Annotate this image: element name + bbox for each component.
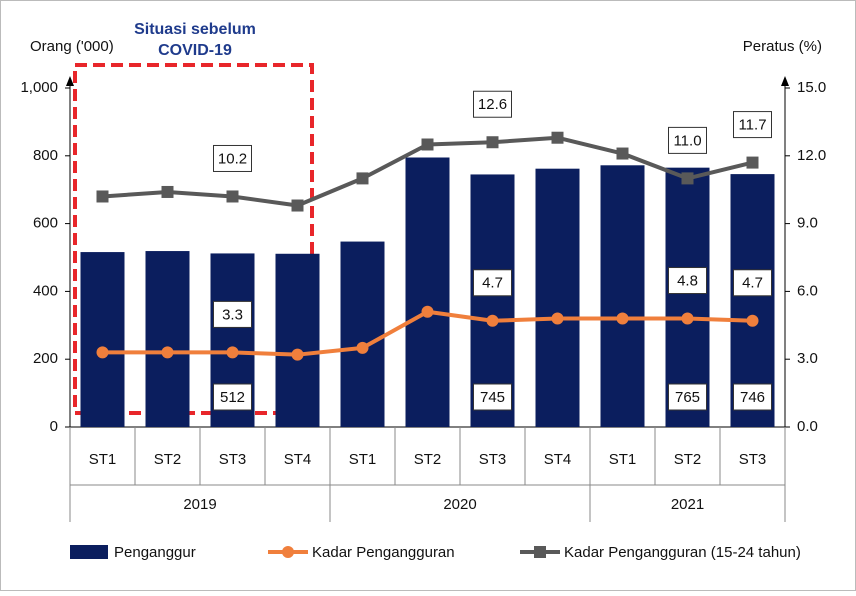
value-label-box [473,383,512,411]
marker [226,190,239,203]
legend-swatch [70,545,108,559]
value-label: 512 [220,389,245,406]
bar [275,253,320,427]
y-tick-label: 1,000 [20,79,58,96]
y-axis-label: Orang ('000) [30,38,114,55]
y2-tick-label: 6.0 [797,282,818,299]
y2-tick-label: 9.0 [797,215,818,232]
value-label-box [213,383,252,411]
x-tick-label: ST4 [284,451,312,468]
legend-marker [282,546,294,558]
marker [616,312,629,325]
x-tick-label: ST3 [739,451,767,468]
marker [226,346,239,359]
bar [600,165,645,428]
x-tick-label: ST2 [674,451,702,468]
value-label-box [668,126,707,154]
value-label-box [213,144,252,172]
value-label-box [668,267,707,295]
value-label-box [733,269,772,297]
legend-marker [534,546,546,558]
axis-arrow [66,76,74,86]
value-label: 746 [740,389,765,406]
value-label: 10.2 [218,150,247,167]
x-tick-label: ST1 [349,451,377,468]
bar [340,241,385,427]
marker [681,172,694,185]
marker [486,314,499,327]
x-tick-label: ST1 [609,451,637,468]
y2-tick-label: 0.0 [797,418,818,435]
x-tick-label: ST4 [544,451,572,468]
marker [96,190,109,203]
x-tick-label: ST3 [479,451,507,468]
marker [291,199,304,212]
marker [746,156,759,169]
marker [681,312,694,325]
value-label: 745 [480,389,505,406]
value-label: 765 [675,389,700,406]
marker [421,138,434,151]
bar [405,157,450,427]
value-label: 4.7 [482,275,503,292]
value-label-box [473,90,512,118]
value-label: 12.6 [478,96,507,113]
marker [291,348,304,361]
value-label: 4.8 [677,272,698,289]
y2-tick-label: 3.0 [797,350,818,367]
y2-tick-label: 12.0 [797,147,826,164]
axis-arrow [781,76,789,86]
x-tick-label: ST2 [154,451,182,468]
value-label-box [733,111,772,139]
x-tick-label: ST3 [219,451,247,468]
value-label-box [213,300,252,328]
value-label-box [733,383,772,411]
value-label: 4.7 [742,275,763,292]
marker [356,341,369,354]
y2-tick-label: 15.0 [797,79,826,96]
marker [486,136,499,149]
value-label-box [473,269,512,297]
marker [616,147,629,160]
legend-label: Kadar Pengangguran [312,544,455,561]
marker [96,346,109,359]
highlight-box [73,63,314,415]
value-label: 11.7 [738,117,766,134]
x-group-label: 2021 [671,496,704,513]
y-tick-label: 800 [33,147,58,164]
value-label: 11.0 [673,132,701,149]
bar [80,252,125,427]
x-group-label: 2019 [183,496,216,513]
legend-label: Penganggur [114,544,196,561]
marker [161,346,174,359]
bar [535,168,580,427]
y-tick-label: 0 [50,418,58,435]
legend-label: Kadar Pengangguran (15-24 tahun) [564,544,801,561]
annotation: Situasi sebelum [134,21,256,38]
y-tick-label: 200 [33,350,58,367]
bar [145,251,190,427]
y-tick-label: 400 [33,282,58,299]
x-group-label: 2020 [443,496,476,513]
x-tick-label: ST2 [414,451,442,468]
marker [746,314,759,327]
marker [356,172,369,185]
x-tick-label: ST1 [89,451,117,468]
annotation: COVID-19 [158,42,232,59]
marker [551,312,564,325]
value-label: 3.3 [222,306,243,323]
marker [551,131,564,144]
value-label-box [668,383,707,411]
y2-axis-label: Peratus (%) [743,38,822,55]
marker [421,305,434,318]
y-tick-label: 600 [33,215,58,232]
marker [161,185,174,198]
